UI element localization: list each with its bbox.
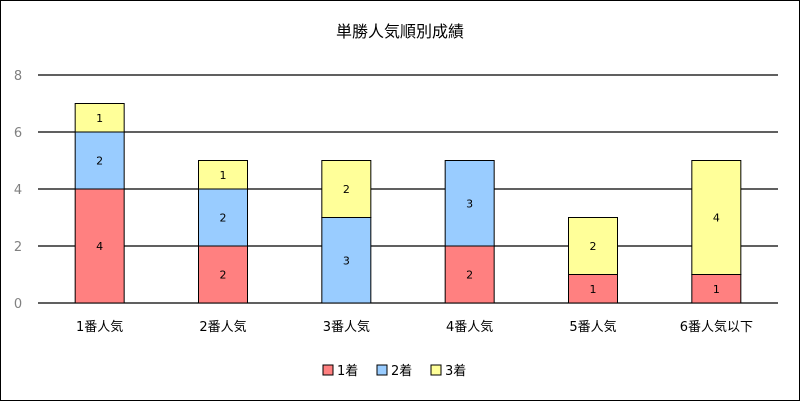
y-tick-label: 8 xyxy=(14,69,22,84)
data-label: 2 xyxy=(220,212,227,225)
data-label: 2 xyxy=(343,183,350,196)
x-category-label: 3番人気 xyxy=(323,319,370,335)
x-axis-categories: 1番人気 2番人気 3番人気 4番人気 5番人気 6番人気以下 xyxy=(76,319,753,335)
bars: 4 2 1 2 2 1 3 2 2 3 1 2 1 4 xyxy=(74,103,742,304)
y-tick-label: 0 xyxy=(14,297,22,312)
data-label: 3 xyxy=(343,254,350,267)
legend-label: 3着 xyxy=(445,363,466,379)
x-category-label: 2番人気 xyxy=(199,319,246,335)
legend-swatch xyxy=(322,364,334,376)
data-label: 2 xyxy=(590,240,597,253)
data-label: 1 xyxy=(96,112,103,125)
y-tick-label: 6 xyxy=(14,126,22,141)
y-tick-label: 2 xyxy=(14,240,22,255)
bar-segment xyxy=(74,188,125,304)
legend-swatch xyxy=(430,364,442,376)
data-label: 1 xyxy=(713,283,720,296)
bar-segment xyxy=(568,217,618,275)
data-label: 1 xyxy=(220,169,227,182)
bar-segment xyxy=(444,160,495,247)
legend-swatch xyxy=(376,364,388,376)
gridlines xyxy=(38,74,778,304)
chart-title: 単勝人気順別成績 xyxy=(336,22,464,41)
bar-segment xyxy=(691,160,742,275)
x-category-label: 1番人気 xyxy=(76,319,123,335)
data-label: 2 xyxy=(220,269,227,282)
x-category-label: 4番人気 xyxy=(446,319,493,335)
data-label: 2 xyxy=(96,155,103,168)
bar-segment xyxy=(568,274,618,304)
bar-segment xyxy=(444,245,495,304)
data-label: 4 xyxy=(96,240,103,253)
data-label: 4 xyxy=(713,212,720,225)
x-category-label: 5番人気 xyxy=(569,319,616,335)
bar-segment xyxy=(198,160,248,190)
y-axis-ticks: 0 2 4 6 8 xyxy=(14,69,22,312)
bar-segment xyxy=(321,160,372,218)
data-label: 1 xyxy=(590,283,597,296)
bar-segment xyxy=(691,274,742,304)
bar-segment xyxy=(74,103,125,133)
y-tick-label: 4 xyxy=(14,183,22,198)
data-label: 2 xyxy=(466,269,473,282)
legend: 1着 2着 3着 xyxy=(322,363,466,379)
bar-segment xyxy=(321,217,372,304)
legend-label: 1着 xyxy=(337,363,358,379)
data-label: 3 xyxy=(466,197,473,210)
x-category-label: 6番人気以下 xyxy=(680,319,753,335)
legend-label: 2着 xyxy=(391,363,412,379)
